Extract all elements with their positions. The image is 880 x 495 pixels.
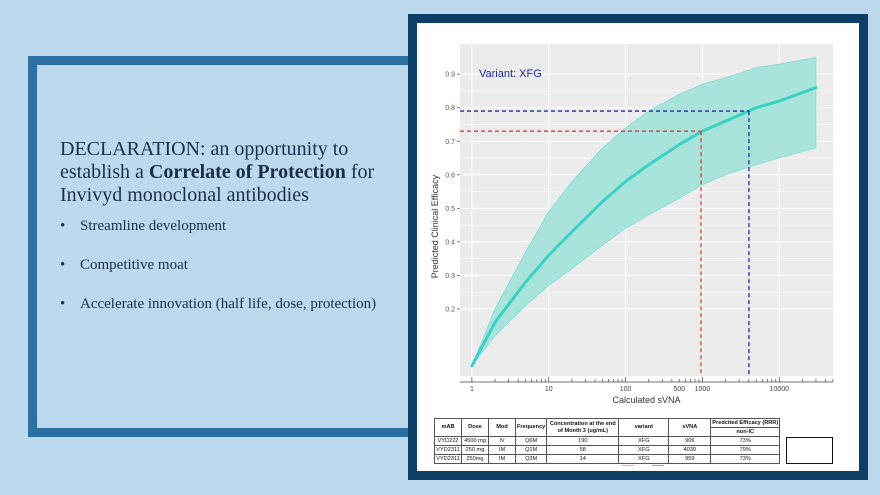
y-tick-label: 0.8 xyxy=(445,105,455,112)
efficacy-highlight-box xyxy=(786,437,833,464)
col-header: Concentration at the end of Month 3 (ug/… xyxy=(546,418,620,437)
y-tick-label: 0.9 xyxy=(445,72,455,79)
table-cell: XFG xyxy=(618,445,670,455)
col-header: Mod xyxy=(488,418,516,437)
col-header: sVNA xyxy=(668,418,712,437)
y-tick-label: 0.4 xyxy=(445,239,455,246)
table-cell: IV xyxy=(488,436,516,446)
table-row: VYD2311 250 mg IM Q1M 58 XFG 4030 79% xyxy=(434,445,781,455)
table-header-row: mAB Dose Mod Frequency Concentration at … xyxy=(434,418,781,437)
table-cell: Q6M xyxy=(514,436,548,446)
table-cell: VYD2311 xyxy=(434,454,462,464)
table-row: VYD222 4500 mg IV Q6M 190 XFG 906 73% xyxy=(434,436,781,446)
table-cell: 4030 xyxy=(668,445,712,455)
bullet-item: Competitive moat xyxy=(60,256,390,275)
table-cell: Q1M xyxy=(514,445,548,455)
col-subheader: non-IC xyxy=(710,427,781,437)
table-cell: VYD222 xyxy=(434,436,462,446)
y-tick-label: 0.7 xyxy=(445,139,455,146)
table-cell: IM xyxy=(488,454,516,464)
table-cell: 58 xyxy=(546,445,620,455)
table-row: VYD2311 250mg IM Q3M 14 XFG 959 73% xyxy=(434,454,781,464)
x-tick-label: 500 xyxy=(673,386,685,393)
col-header: variant xyxy=(618,418,670,437)
y-axis-title: Predicted Clinical Efficacy xyxy=(430,174,440,278)
table-cell: 906 xyxy=(668,436,712,446)
y-tick-label: 0.5 xyxy=(445,206,455,213)
efficacy-chart: Variant: XFG 0.2 0.3 0.4 0.5 0.6 0.7 0.8 0.9 1 10 1… xyxy=(430,44,834,405)
table-cell: XFG xyxy=(618,454,670,464)
table-cell: 14 xyxy=(546,454,620,464)
left-content-frame xyxy=(28,56,424,437)
table-cell: IM xyxy=(488,445,516,455)
variant-annotation: Variant: XFG xyxy=(479,68,542,80)
heading-bold-text: Correlate of Protection xyxy=(148,161,346,183)
table-cell: XFG xyxy=(618,436,670,446)
table-cell: 79% xyxy=(710,445,781,455)
heading-text-start: DECLARATION: an opportunity to establish… xyxy=(60,138,349,183)
x-axis-title: Calculated sVNA xyxy=(612,395,680,405)
table-cell: VYD2311 xyxy=(434,445,462,455)
x-tick-label: 10 xyxy=(545,386,553,393)
table-cell: 959 xyxy=(668,454,712,464)
x-tick-label: 1000 xyxy=(695,386,711,393)
bullet-item: Accelerate innovation (half life, dose, … xyxy=(60,295,390,314)
x-tick-label: 1 xyxy=(470,386,474,393)
legend-teal-swatch xyxy=(652,465,664,466)
x-tick-label: 100 xyxy=(620,386,632,393)
table-cell: 73% xyxy=(710,436,781,446)
table-cell: Q3M xyxy=(514,454,548,464)
table-cell: 4500 mg xyxy=(461,436,489,446)
y-tick-label: 0.3 xyxy=(445,273,455,280)
confidence-band xyxy=(471,57,817,367)
y-tick-label: 0.2 xyxy=(445,306,455,313)
col-header: mAB xyxy=(434,418,462,437)
slide-heading: DECLARATION: an opportunity to establish… xyxy=(60,138,390,207)
efficacy-curve xyxy=(470,86,818,368)
table-cell: 250 mg xyxy=(461,445,489,455)
bullet-list: Streamline development Competitive moat … xyxy=(60,217,390,314)
table-cell: 190 xyxy=(546,436,620,446)
x-tick-label: 10000 xyxy=(770,386,790,393)
y-tick-label: 0.6 xyxy=(445,172,455,179)
table-cell: 73% xyxy=(710,454,781,464)
col-header: Dose xyxy=(461,418,489,437)
heading-text-end: for Invivyd monoclonal antibodies xyxy=(60,161,375,206)
col-header: Frequency xyxy=(514,418,548,437)
col-header: Predcited Efficacy (RRR) xyxy=(710,418,781,428)
bullet-item: Streamline development xyxy=(60,217,390,236)
efficacy-table: mAB Dose Mod Frequency Concentration at … xyxy=(434,418,781,464)
table-cell: 250mg xyxy=(461,454,489,464)
legend-red-swatch xyxy=(622,465,634,466)
slide-text-block: DECLARATION: an opportunity to establish… xyxy=(60,138,390,334)
